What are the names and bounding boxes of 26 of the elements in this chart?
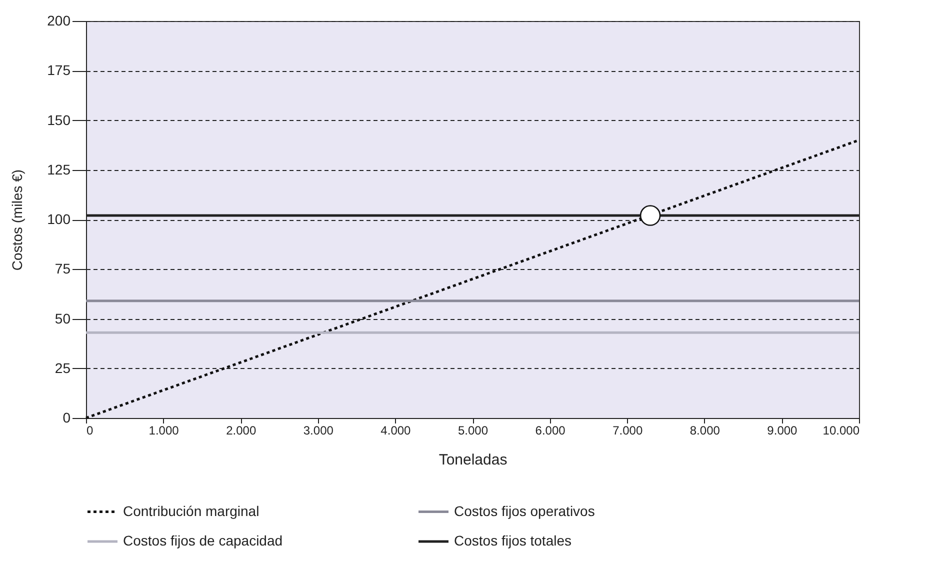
x-tick-label: 7.000 — [612, 424, 643, 438]
x-tick-label: 10.000 — [822, 424, 860, 438]
y-tick-label: 0 — [62, 410, 71, 426]
legend-label: Costos fijos totales — [454, 532, 572, 548]
x-tick-label: 3.000 — [303, 424, 334, 438]
y-tick-label: 175 — [47, 62, 71, 78]
y-axis-title: Costos (miles €) — [9, 169, 26, 271]
legend-label: Costos fijos de capacidad — [123, 532, 283, 548]
x-tick-label: 5.000 — [458, 424, 488, 438]
y-tick-label: 125 — [47, 161, 71, 178]
y-tick-label: 75 — [54, 260, 71, 277]
x-axis-title: Toneladas — [438, 452, 508, 468]
legend-label: Contribución marginal — [123, 502, 260, 519]
y-tick-label: 25 — [54, 360, 71, 376]
x-tick-label: 0 — [86, 424, 94, 438]
x-tick-label: 8.000 — [690, 424, 720, 438]
x-tick-label: 1.000 — [148, 424, 180, 438]
y-tick-label: 100 — [47, 211, 71, 227]
legend-label: Costos fijos operativos — [454, 502, 595, 519]
y-tick-label: 200 — [47, 12, 71, 28]
y-tick-label: 150 — [47, 112, 71, 128]
x-tick-label: 4.000 — [380, 424, 412, 438]
x-tick-label: 2.000 — [226, 424, 256, 438]
x-tick-label: 6.000 — [535, 424, 566, 438]
x-tick-label: 9.000 — [767, 424, 798, 438]
y-tick-label: 50 — [54, 310, 71, 326]
